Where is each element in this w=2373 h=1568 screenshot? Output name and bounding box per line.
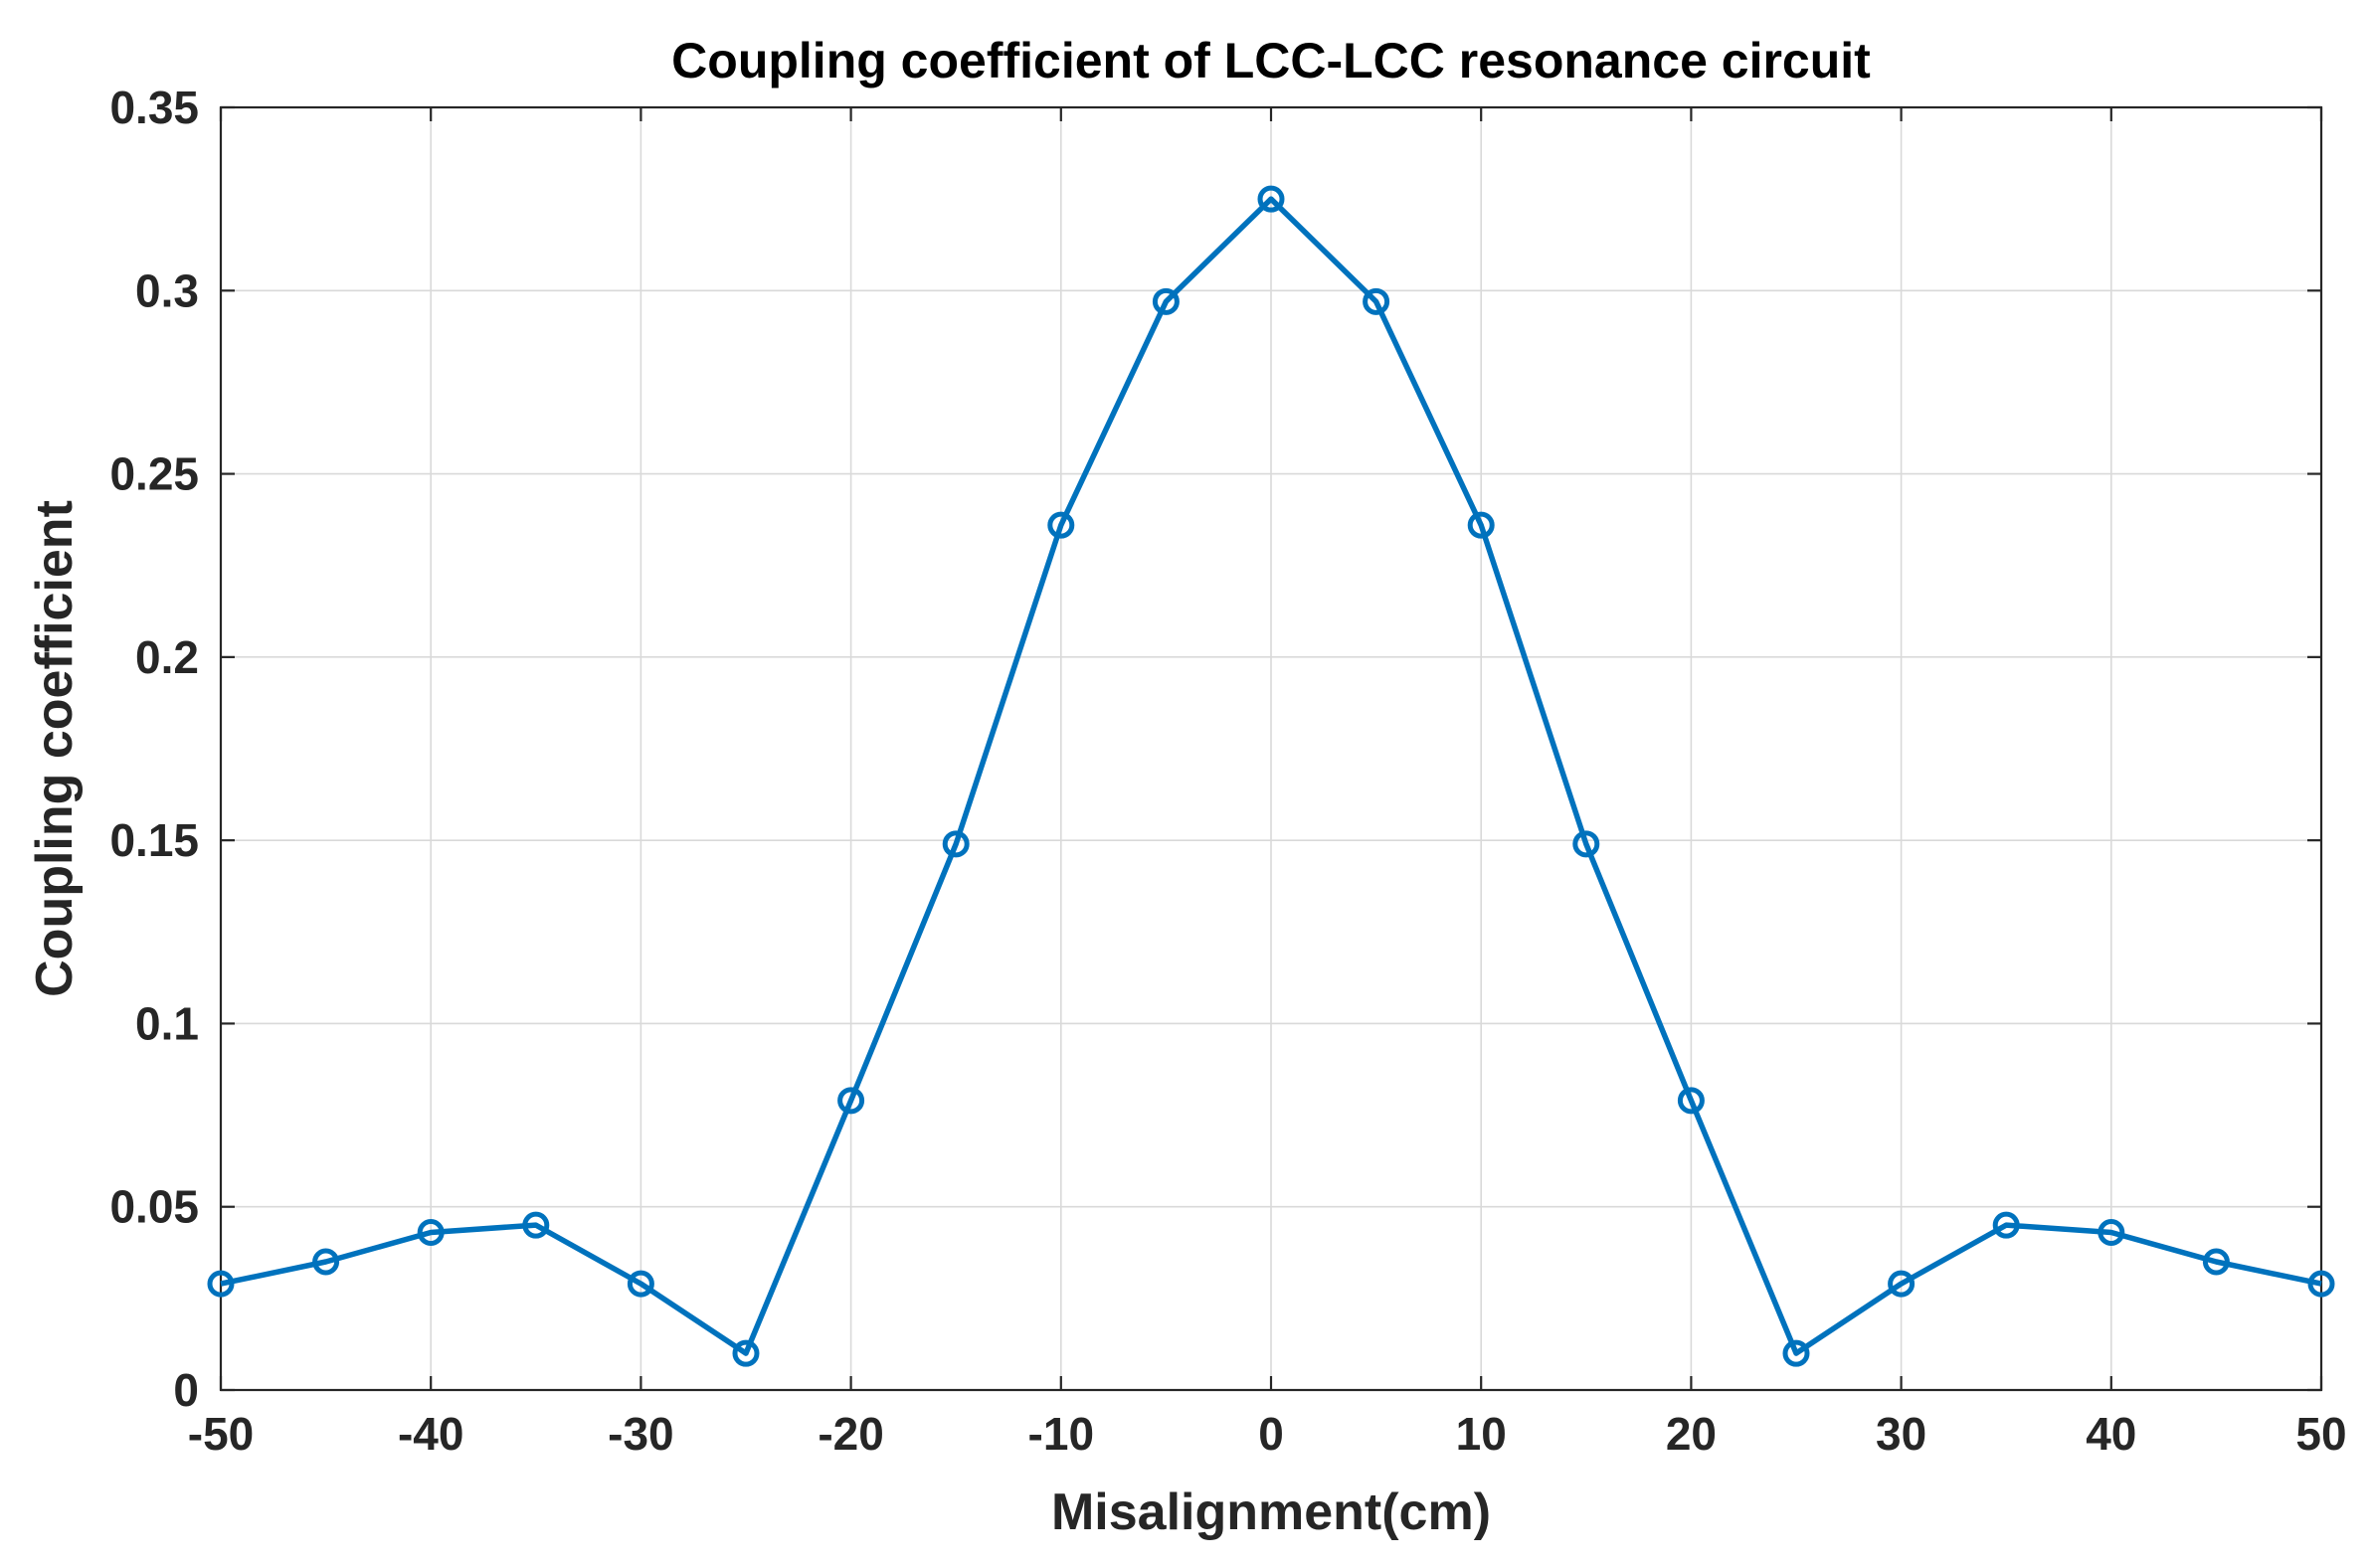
data-point xyxy=(2098,1219,2125,1247)
x-tick-label: 0 xyxy=(1258,1408,1284,1460)
x-tick-label: -30 xyxy=(608,1408,673,1460)
data-point xyxy=(837,1087,865,1115)
data-point xyxy=(1467,511,1495,539)
data-point xyxy=(1257,185,1285,213)
x-tick-label: 30 xyxy=(1876,1408,1926,1460)
data-point xyxy=(1572,830,1600,858)
data-point xyxy=(1992,1211,2020,1239)
data-point xyxy=(1363,287,1390,315)
x-tick-label: 50 xyxy=(2295,1408,2346,1460)
y-tick-label: 0.25 xyxy=(109,448,199,500)
data-point xyxy=(1152,287,1180,315)
x-axis-label: Misalignment(cm) xyxy=(1051,1483,1491,1541)
data-point xyxy=(942,830,970,858)
y-tick-label: 0 xyxy=(173,1364,199,1416)
x-tick-label: 20 xyxy=(1666,1408,1717,1460)
data-point xyxy=(2307,1270,2335,1298)
x-tick-label: -40 xyxy=(398,1408,463,1460)
chart-title: Coupling coefficient of LCC-LCC resonanc… xyxy=(671,33,1871,88)
ticks: -50 -40 -30 -20 -10 0 10 20 30 40 50 0 0.05 0.1 0.15 0.… xyxy=(109,82,2346,1460)
y-tick-label: 0.3 xyxy=(135,264,199,316)
data-point xyxy=(732,1339,760,1367)
series xyxy=(207,185,2335,1367)
data-point xyxy=(627,1270,654,1298)
data-point xyxy=(207,1270,235,1298)
y-tick-label: 0.35 xyxy=(109,82,199,133)
x-tick-label: 10 xyxy=(1456,1408,1507,1460)
series-line xyxy=(220,196,2322,1356)
data-point xyxy=(1677,1087,1705,1115)
x-tick-label: -20 xyxy=(818,1408,883,1460)
data-point xyxy=(522,1211,550,1239)
grid-lines xyxy=(220,106,2322,1391)
data-point xyxy=(312,1248,340,1276)
data-point xyxy=(1888,1270,1916,1298)
y-tick-label: 0.05 xyxy=(109,1181,199,1233)
x-tick-label: 40 xyxy=(2086,1408,2136,1460)
data-point xyxy=(2202,1248,2230,1276)
data-point xyxy=(1782,1339,1810,1367)
x-tick-label: -50 xyxy=(188,1408,254,1460)
y-tick-label: 0.15 xyxy=(109,814,199,866)
x-tick-label: -10 xyxy=(1028,1408,1094,1460)
y-tick-label: 0.1 xyxy=(135,997,199,1049)
data-point xyxy=(1047,511,1075,539)
y-tick-label: 0.2 xyxy=(135,631,199,683)
data-point xyxy=(417,1219,445,1247)
y-axis-label: Coupling coefficient xyxy=(26,500,84,997)
